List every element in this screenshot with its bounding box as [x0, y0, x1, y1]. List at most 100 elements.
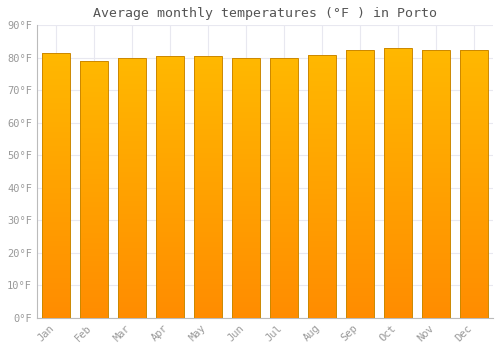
- Bar: [384, 153, 412, 156]
- Bar: [270, 258, 298, 261]
- Bar: [346, 248, 374, 251]
- Bar: [156, 218, 184, 221]
- Bar: [308, 70, 336, 73]
- Bar: [270, 268, 298, 271]
- Bar: [80, 208, 108, 210]
- Bar: [384, 56, 412, 59]
- Bar: [156, 124, 184, 127]
- Bar: [194, 174, 222, 176]
- Bar: [308, 262, 336, 265]
- Bar: [384, 142, 412, 145]
- Bar: [42, 230, 70, 233]
- Bar: [80, 94, 108, 97]
- Bar: [384, 296, 412, 299]
- Bar: [270, 110, 298, 112]
- Bar: [308, 265, 336, 268]
- Bar: [460, 173, 488, 176]
- Bar: [422, 192, 450, 195]
- Bar: [422, 122, 450, 125]
- Bar: [460, 307, 488, 310]
- Bar: [384, 267, 412, 269]
- Bar: [270, 193, 298, 196]
- Bar: [194, 307, 222, 310]
- Bar: [156, 221, 184, 224]
- Bar: [80, 202, 108, 205]
- Bar: [194, 119, 222, 121]
- Bar: [460, 135, 488, 138]
- Bar: [42, 257, 70, 260]
- Bar: [42, 135, 70, 138]
- Bar: [384, 140, 412, 142]
- Bar: [232, 115, 260, 118]
- Bar: [460, 299, 488, 302]
- Bar: [118, 284, 146, 287]
- Bar: [270, 185, 298, 188]
- Bar: [118, 196, 146, 198]
- Bar: [232, 307, 260, 310]
- Bar: [42, 127, 70, 130]
- Bar: [460, 170, 488, 173]
- Bar: [232, 61, 260, 63]
- Bar: [80, 192, 108, 195]
- Bar: [384, 226, 412, 229]
- Bar: [194, 88, 222, 90]
- Bar: [118, 61, 146, 63]
- Bar: [156, 310, 184, 313]
- Bar: [460, 111, 488, 114]
- Bar: [194, 56, 222, 59]
- Bar: [384, 129, 412, 132]
- Bar: [308, 215, 336, 218]
- Bar: [194, 137, 222, 140]
- Bar: [384, 70, 412, 72]
- Bar: [118, 253, 146, 256]
- Bar: [232, 89, 260, 92]
- Bar: [42, 159, 70, 162]
- Bar: [156, 176, 184, 179]
- Bar: [194, 208, 222, 211]
- Bar: [308, 294, 336, 297]
- Bar: [156, 140, 184, 142]
- Bar: [80, 279, 108, 282]
- Bar: [80, 287, 108, 289]
- Bar: [156, 197, 184, 200]
- Bar: [346, 55, 374, 58]
- Bar: [42, 284, 70, 286]
- Bar: [80, 261, 108, 264]
- Bar: [308, 139, 336, 141]
- Bar: [156, 116, 184, 119]
- Bar: [270, 227, 298, 230]
- Bar: [270, 92, 298, 94]
- Bar: [422, 111, 450, 114]
- Bar: [346, 138, 374, 141]
- Bar: [308, 141, 336, 144]
- Bar: [80, 84, 108, 87]
- Bar: [80, 233, 108, 236]
- Bar: [308, 68, 336, 70]
- Bar: [80, 87, 108, 89]
- Bar: [384, 280, 412, 283]
- Bar: [422, 170, 450, 173]
- Bar: [156, 187, 184, 190]
- Bar: [156, 271, 184, 273]
- Bar: [384, 286, 412, 288]
- Bar: [384, 132, 412, 134]
- Bar: [460, 197, 488, 200]
- Bar: [422, 168, 450, 170]
- Bar: [232, 183, 260, 185]
- Bar: [422, 173, 450, 176]
- Bar: [232, 58, 260, 61]
- Bar: [80, 177, 108, 179]
- Bar: [384, 67, 412, 70]
- Bar: [42, 95, 70, 98]
- Bar: [42, 88, 70, 90]
- Bar: [270, 243, 298, 245]
- Bar: [232, 68, 260, 71]
- Bar: [232, 230, 260, 232]
- Bar: [460, 253, 488, 256]
- Bar: [346, 237, 374, 240]
- Bar: [308, 173, 336, 176]
- Bar: [194, 187, 222, 190]
- Bar: [460, 283, 488, 286]
- Bar: [346, 259, 374, 261]
- Bar: [346, 302, 374, 304]
